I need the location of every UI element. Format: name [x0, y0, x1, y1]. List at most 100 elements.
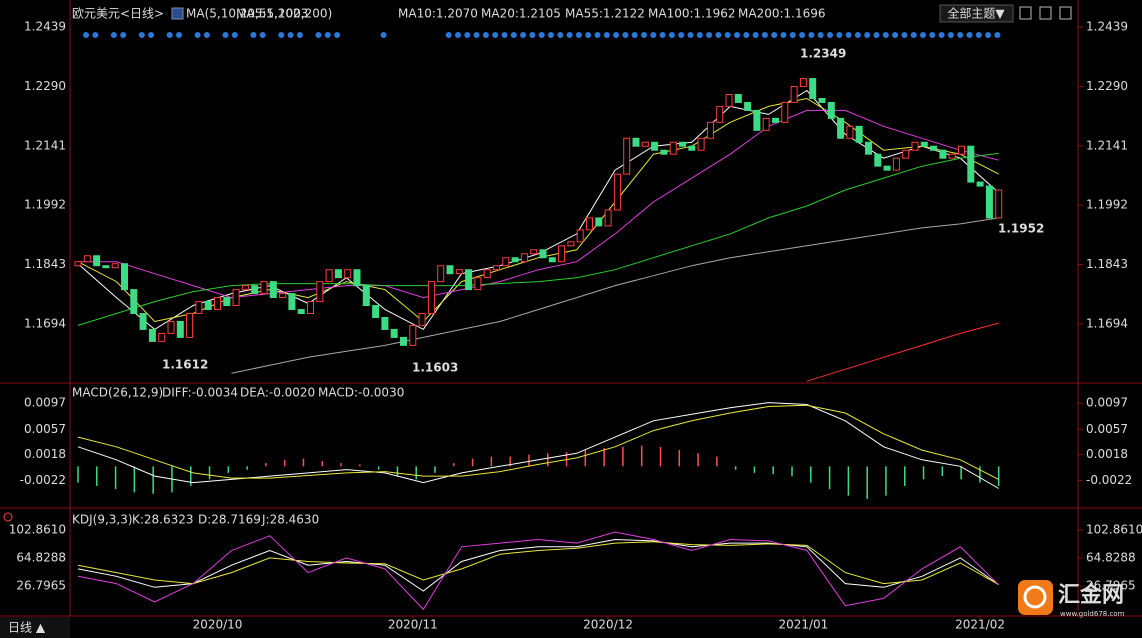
- candle: [799, 78, 807, 88]
- signal-dot: [455, 32, 461, 38]
- theme-button[interactable]: [939, 4, 1014, 23]
- candle: [790, 86, 798, 103]
- candle: [958, 145, 965, 155]
- candle: [465, 269, 473, 291]
- signal-dot: [864, 32, 871, 38]
- candle: [334, 269, 342, 279]
- candle: [706, 121, 714, 139]
- indicator-line: [77, 152, 999, 326]
- candle: [883, 165, 891, 171]
- y-tick-label: 1.1843: [1086, 257, 1128, 271]
- candle: [660, 149, 668, 155]
- candle: [241, 285, 249, 291]
- signal-dot: [120, 32, 127, 38]
- indicator-line: [77, 541, 999, 586]
- signal-dot: [538, 32, 545, 38]
- legend-entry: J:28.4630: [261, 513, 319, 527]
- signal-dot: [492, 32, 499, 38]
- y-tick-label: 1.1694: [24, 316, 66, 330]
- period-button[interactable]: 日线 ▲: [8, 621, 46, 635]
- signal-dot: [148, 32, 155, 38]
- candle: [846, 125, 854, 139]
- y-tick-label: 1.1843: [24, 257, 66, 271]
- signal-dot: [603, 32, 610, 38]
- legend-entry: K:28.6323: [132, 513, 194, 527]
- candle: [316, 281, 324, 303]
- candle: [613, 173, 621, 211]
- y-tick-label: 26.7965: [1086, 578, 1136, 592]
- y-tick-label: 0.0057: [24, 422, 66, 436]
- candle: [148, 328, 156, 342]
- candle: [176, 320, 184, 338]
- period-bar[interactable]: [0, 617, 70, 638]
- signal-dot: [743, 32, 750, 38]
- signal-dot: [166, 32, 173, 38]
- signal-dot: [250, 32, 257, 38]
- candle: [307, 301, 314, 315]
- candle: [325, 269, 333, 283]
- signal-dot: [668, 32, 675, 38]
- candle: [688, 145, 696, 151]
- signal-dot: [780, 32, 787, 38]
- candle: [762, 117, 770, 131]
- y-tick-label: 26.7965: [16, 578, 66, 592]
- signal-dot: [334, 32, 341, 38]
- candle: [651, 141, 659, 151]
- logo-icon: [1018, 580, 1053, 615]
- candle: [911, 141, 919, 151]
- signal-dot: [83, 32, 89, 38]
- legend-entry: MACD:-0.0030: [318, 386, 404, 400]
- candle: [641, 141, 649, 147]
- signal-dot: [548, 32, 554, 38]
- x-tick-label: 2021/02: [955, 618, 1005, 632]
- signal-dot: [696, 32, 703, 38]
- signal-dot: [715, 32, 722, 38]
- signal-dot: [641, 32, 647, 38]
- candle: [83, 255, 91, 263]
- candle: [892, 157, 900, 171]
- signal-dot: [994, 32, 1001, 38]
- signal-dot: [380, 32, 387, 38]
- y-tick-label: 0.0018: [24, 447, 66, 461]
- candle: [446, 265, 454, 275]
- signal-dot: [585, 32, 592, 38]
- indicator-line: [78, 109, 999, 299]
- ma-icon: [171, 7, 184, 20]
- candle: [920, 141, 928, 147]
- panel-title: KDJ(9,3,3): [72, 513, 133, 527]
- y-tick-label: 0.0097: [24, 396, 66, 410]
- signal-dot: [873, 32, 880, 38]
- signal-dot: [138, 32, 145, 38]
- candle: [167, 320, 175, 334]
- signal-dot: [473, 32, 480, 38]
- candle: [418, 313, 426, 326]
- signal-dot: [287, 32, 294, 38]
- signal-dot: [836, 32, 843, 38]
- y-tick-label: 1.2141: [24, 138, 66, 152]
- signal-dot: [566, 32, 573, 38]
- legend-entry: MA100:1.1962: [648, 7, 736, 21]
- candle: [679, 141, 686, 147]
- signal-dot: [985, 32, 992, 38]
- candle: [483, 269, 491, 279]
- candle: [437, 265, 445, 283]
- signal-dot: [706, 32, 713, 38]
- candle: [948, 153, 956, 159]
- y-tick-label: 1.1694: [1086, 316, 1128, 330]
- x-tick-label: 2020/12: [583, 618, 633, 632]
- signal-dot: [975, 32, 982, 38]
- candle: [223, 297, 231, 307]
- candle: [874, 153, 882, 167]
- signal-dot: [920, 32, 926, 38]
- candle: [623, 137, 631, 175]
- signal-dot: [259, 32, 266, 38]
- signal-dot: [892, 32, 899, 38]
- settings-icon[interactable]: [3, 512, 13, 522]
- legend-entry: MA200:1.1696: [738, 7, 826, 21]
- y-tick-label: 1.2439: [1086, 20, 1128, 34]
- signal-dot: [845, 32, 852, 38]
- y-tick-label: 64.8288: [16, 550, 66, 564]
- signal-dot: [938, 32, 945, 38]
- signal-dot: [827, 32, 833, 38]
- candle: [939, 149, 947, 159]
